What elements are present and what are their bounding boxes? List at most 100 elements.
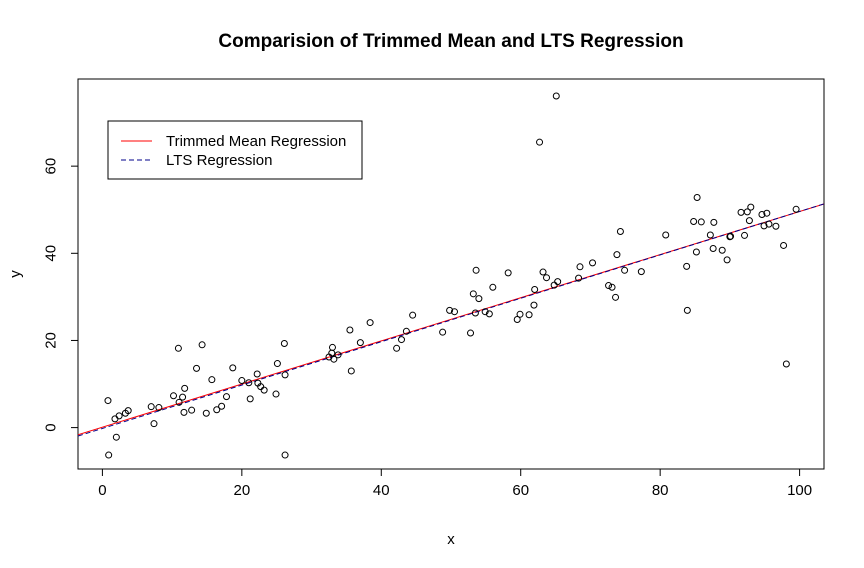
- data-point: [330, 355, 338, 363]
- data-point: [260, 386, 268, 394]
- data-point: [616, 228, 624, 236]
- data-point: [450, 308, 458, 316]
- data-point: [741, 231, 749, 239]
- data-point: [758, 211, 766, 219]
- data-point: [792, 205, 800, 213]
- data-point: [469, 290, 477, 298]
- data-point: [346, 326, 354, 334]
- y-tick-label: 0: [43, 423, 60, 431]
- data-point: [543, 274, 551, 282]
- data-point: [238, 377, 246, 385]
- data-point: [550, 281, 558, 289]
- data-point: [281, 451, 289, 459]
- data-point: [472, 266, 480, 274]
- data-point: [692, 248, 700, 256]
- data-point: [446, 306, 454, 314]
- legend-label-trimmed: Trimmed Mean Regression: [166, 133, 346, 150]
- data-point: [281, 371, 289, 379]
- data-point: [280, 340, 288, 348]
- data-point: [489, 283, 497, 291]
- data-point: [516, 310, 524, 318]
- data-point: [525, 311, 533, 319]
- x-axis: 0 20 40 60 80 100: [98, 468, 812, 499]
- data-point: [402, 327, 410, 335]
- data-point: [213, 406, 221, 414]
- data-point: [745, 217, 753, 225]
- data-point: [115, 412, 123, 420]
- data-point: [621, 266, 629, 274]
- y-axis-label: y: [7, 270, 24, 278]
- data-point: [608, 283, 616, 291]
- data-point: [693, 194, 701, 202]
- data-point: [485, 310, 493, 318]
- data-point: [198, 341, 206, 349]
- data-point: [575, 274, 583, 282]
- data-point: [253, 370, 261, 378]
- data-point: [245, 379, 253, 387]
- data-point: [111, 415, 119, 423]
- data-point: [273, 360, 281, 368]
- data-point: [328, 343, 336, 351]
- data-point: [175, 398, 183, 406]
- data-point: [613, 251, 621, 259]
- data-point: [475, 295, 483, 303]
- data-point: [683, 306, 691, 314]
- data-point: [531, 285, 539, 293]
- y-tick-label: 40: [43, 245, 60, 262]
- data-point: [347, 367, 355, 375]
- data-point: [174, 344, 182, 352]
- data-point: [471, 309, 479, 317]
- regression-lines: [78, 203, 824, 437]
- data-point: [124, 407, 132, 415]
- data-point: [147, 403, 155, 411]
- data-point: [229, 364, 237, 372]
- data-point: [765, 220, 773, 228]
- data-point: [188, 406, 196, 414]
- data-point: [272, 390, 280, 398]
- data-point: [393, 344, 401, 352]
- data-point: [334, 351, 342, 359]
- legend-label-lts: LTS Regression: [166, 152, 272, 169]
- data-point: [709, 245, 717, 253]
- data-point: [683, 262, 691, 270]
- data-point: [782, 360, 790, 368]
- data-point: [104, 397, 112, 405]
- data-point: [710, 218, 718, 226]
- data-point: [605, 282, 613, 290]
- x-tick-label: 60: [512, 482, 529, 499]
- data-point: [223, 393, 231, 401]
- data-point: [180, 408, 188, 416]
- data-point: [760, 222, 768, 230]
- data-point: [112, 433, 120, 441]
- data-point: [208, 376, 216, 384]
- data-point: [179, 393, 187, 401]
- x-tick-label: 100: [787, 482, 812, 499]
- data-point: [246, 395, 254, 403]
- data-point: [181, 384, 189, 392]
- data-point: [513, 316, 521, 324]
- data-point: [105, 451, 113, 459]
- data-point: [723, 256, 731, 264]
- data-point: [718, 246, 726, 254]
- data-point: [536, 138, 544, 146]
- data-point: [439, 328, 447, 336]
- data-point: [504, 269, 512, 277]
- data-point: [467, 329, 475, 337]
- y-axis: 0 20 40 60: [43, 158, 79, 432]
- data-point: [218, 402, 226, 410]
- data-point: [772, 222, 780, 230]
- data-point: [155, 404, 163, 412]
- data-point: [727, 232, 735, 240]
- x-tick-label: 40: [373, 482, 390, 499]
- data-point: [366, 319, 374, 327]
- data-point: [637, 268, 645, 276]
- data-point: [690, 217, 698, 225]
- y-tick-label: 60: [43, 158, 60, 175]
- x-axis-label: x: [447, 531, 455, 548]
- legend: Trimmed Mean Regression LTS Regression: [107, 120, 363, 180]
- data-point: [554, 278, 562, 286]
- data-point: [254, 379, 262, 387]
- data-point: [552, 92, 560, 100]
- data-point: [576, 263, 584, 271]
